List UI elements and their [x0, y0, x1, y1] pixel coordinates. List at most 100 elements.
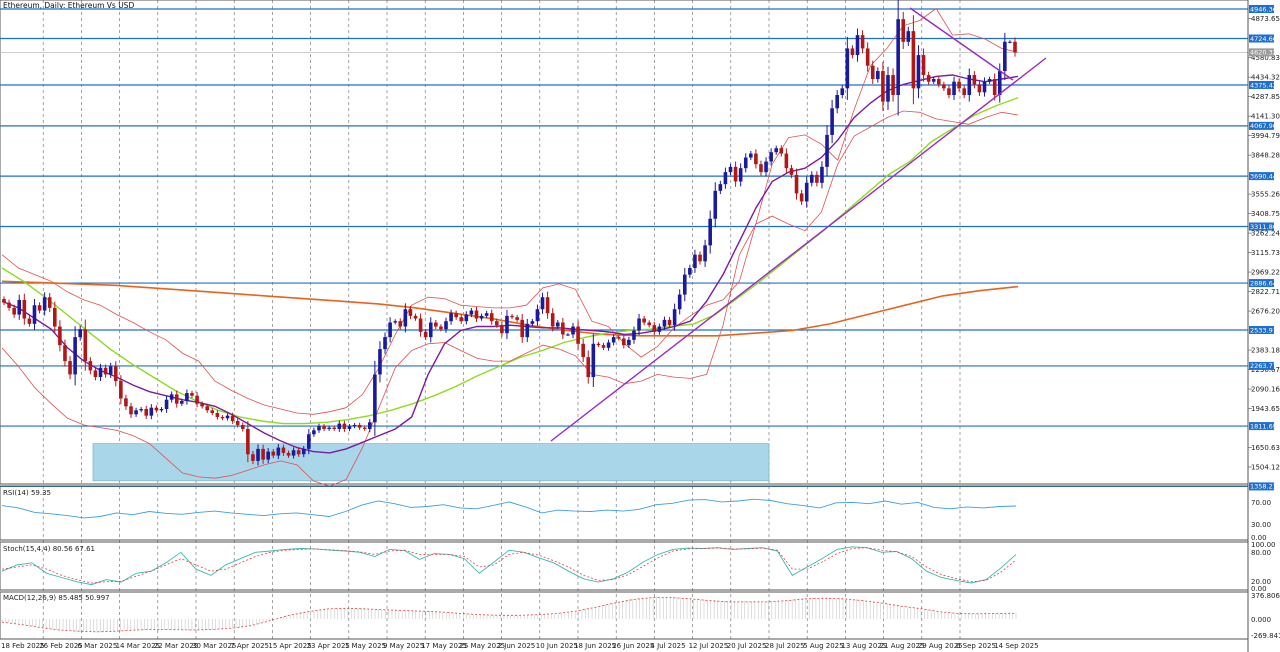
candle-body — [474, 310, 479, 319]
candle-body — [246, 428, 250, 455]
candle-body — [149, 407, 154, 416]
rsi-level-70: 70.00 — [1251, 499, 1271, 507]
candle-body — [378, 349, 382, 375]
candle-body — [352, 424, 357, 427]
candle-body — [921, 55, 926, 76]
macd-level-bottom: -269.841 — [1251, 632, 1280, 640]
candle-body — [154, 407, 159, 411]
level-tag — [1249, 279, 1274, 288]
date-tick-label: 13 Aug 2025 — [841, 642, 886, 650]
candle-body — [850, 48, 855, 56]
candle-body — [413, 315, 418, 319]
date-tick-label: 30 Mar 2025 — [192, 642, 236, 650]
candle-body — [98, 367, 103, 378]
candle-body — [494, 321, 499, 326]
candle-body — [42, 297, 47, 311]
candle-body — [759, 164, 763, 173]
candle-body — [220, 416, 225, 419]
candle-body — [657, 326, 662, 332]
date-tick-label: 10 Jun 2025 — [536, 642, 578, 650]
candle-body — [825, 134, 829, 167]
date-tick-label: 26 Jun 2025 — [612, 642, 654, 650]
rsi-panel: RSI(14) 59.35 70.00 30.00 0.00 — [0, 485, 1271, 542]
date-tick-label: 4 Jul 2025 — [650, 642, 685, 650]
candle-body — [591, 343, 596, 378]
candle-body — [545, 297, 550, 314]
date-tick-label: 15 Apr 2025 — [268, 642, 311, 650]
date-tick-label: 26 Feb 2025 — [39, 642, 83, 650]
candle-body — [952, 81, 956, 96]
candle-body — [383, 337, 387, 350]
candle-body — [256, 448, 260, 461]
date-tick-label: 28 Jul 2025 — [765, 642, 805, 650]
date-tick-label: 1 May 2025 — [345, 642, 386, 650]
main-panel: Ethereum, Daily: Ethereum Vs USD — [0, 0, 1249, 488]
candle-body — [312, 430, 316, 435]
candle-body — [642, 318, 646, 323]
date-tick-label: 23 Apr 2025 — [307, 642, 350, 650]
candle-body — [688, 267, 692, 275]
candle-body — [561, 322, 565, 335]
candle-body — [88, 361, 93, 371]
stoch-d-line — [1, 547, 1017, 584]
candle-body — [754, 153, 758, 165]
candle-body — [926, 75, 931, 82]
candle-body — [662, 319, 667, 327]
candle-body — [393, 321, 397, 323]
candle-body — [723, 172, 728, 185]
price-tick-label: 3262.24 — [1251, 230, 1280, 238]
horizontal-levels — [0, 8, 1248, 488]
candle-body — [627, 339, 631, 346]
candle-body — [159, 409, 164, 411]
candle-body — [520, 319, 525, 338]
candle-body — [388, 322, 392, 338]
candle-body — [261, 448, 265, 460]
current-price-tag — [1249, 48, 1274, 57]
candle-body — [327, 427, 331, 429]
price-tick-label: 4580.83 — [1251, 54, 1280, 62]
current-price-label: 4620.32 — [1250, 49, 1277, 57]
date-tick-label: 14 Mar 2025 — [116, 642, 160, 650]
date-tick-label: 14 Sep 2025 — [994, 642, 1038, 650]
candle-body — [738, 168, 743, 182]
candle-body — [906, 31, 911, 42]
rsi-line — [1, 498, 1017, 519]
date-tick-label: 6 Mar 2025 — [77, 642, 117, 650]
level-tags: 4946.36 4724.66 4375.42 4067.96 3690.44 3311.… — [1249, 5, 1277, 491]
candle-body — [266, 451, 270, 460]
candle-body — [728, 166, 733, 173]
level-tag-label: 1811.69 — [1250, 422, 1277, 430]
date-tick-label: 29 Aug 2025 — [918, 642, 963, 650]
candle-body — [164, 399, 169, 410]
candle-body — [459, 317, 464, 322]
bollinger-upper-line — [1, 7, 1019, 415]
candle-body — [479, 315, 484, 319]
date-tick-label: 25 May 2025 — [459, 642, 505, 650]
candle-body — [53, 307, 57, 327]
candle-body — [271, 451, 276, 456]
candle-body — [962, 88, 966, 96]
stoch-level-0: 0.00 — [1251, 585, 1267, 593]
candle-body — [530, 321, 535, 324]
date-tick-label: 18 Feb 2025 — [1, 642, 45, 650]
price-tick-label: 2383.18 — [1251, 347, 1280, 355]
price-tick-label: 3408.75 — [1251, 210, 1280, 218]
date-tick-label: 17 May 2025 — [421, 642, 467, 650]
candle-body — [987, 79, 992, 82]
candle-body — [855, 35, 860, 56]
candle-body — [647, 322, 652, 326]
price-tick-label: 3848.28 — [1251, 152, 1280, 160]
level-tag-label: 1358.21 — [1250, 483, 1277, 491]
level-tag-label: 4724.66 — [1250, 35, 1277, 43]
candle-body — [398, 321, 403, 327]
level-tag — [1249, 325, 1274, 334]
candle-body — [769, 152, 773, 162]
candle-body — [63, 345, 67, 362]
falling-trendline — [909, 7, 1014, 81]
candle-body — [144, 409, 149, 416]
candle-body — [901, 19, 906, 42]
rsi-level-0: 0.00 — [1251, 534, 1267, 542]
rising-trendline — [550, 57, 1047, 442]
level-tag — [1249, 80, 1274, 89]
rsi-label: RSI(14) 59.35 — [3, 489, 51, 497]
